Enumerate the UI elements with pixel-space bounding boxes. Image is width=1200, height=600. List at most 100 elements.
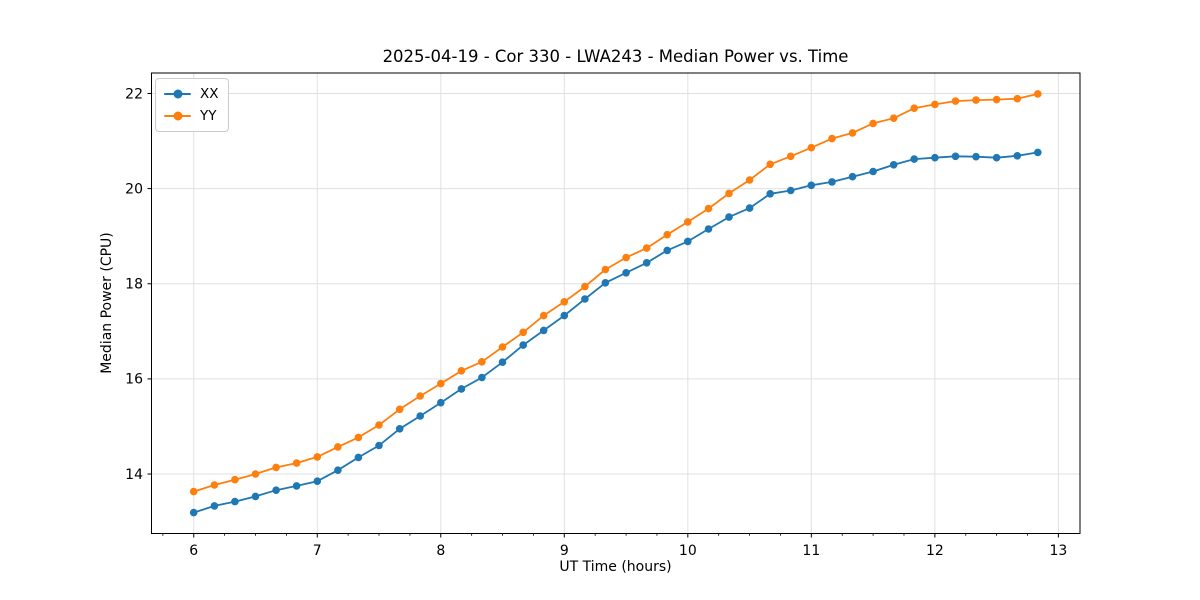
data-point-xx — [375, 441, 383, 450]
data-point-xx — [210, 502, 219, 510]
x-tick-label: 6 — [189, 543, 198, 559]
x-tick-label: 9 — [560, 543, 569, 559]
data-point-yy — [828, 134, 836, 143]
data-point-yy — [292, 459, 301, 467]
data-point-yy — [931, 100, 939, 109]
data-point-yy — [354, 433, 363, 442]
data-point-yy — [416, 392, 425, 400]
data-point-xx — [786, 186, 795, 195]
legend-marker-yy — [164, 111, 191, 121]
data-point-yy — [457, 367, 466, 375]
legend-label-xx: XX — [200, 86, 219, 102]
chart-title: 2025-04-19 - Cor 330 - LWA243 - Median P… — [382, 47, 849, 66]
data-point-xx — [354, 453, 363, 462]
data-point-xx — [457, 385, 466, 393]
y-tick-label: 22 — [125, 86, 143, 102]
data-point-xx — [601, 279, 610, 287]
data-point-xx — [292, 482, 301, 490]
data-point-yy — [581, 282, 589, 291]
data-point-xx — [231, 497, 239, 506]
data-point-yy — [334, 443, 342, 451]
data-point-yy — [910, 104, 918, 112]
data-point-yy — [437, 379, 445, 388]
plot-border — [151, 72, 1081, 534]
data-point-yy — [725, 189, 733, 198]
data-point-yy — [622, 253, 630, 262]
data-point-xx — [334, 466, 342, 475]
data-point-xx — [807, 181, 816, 190]
data-point-xx — [1034, 148, 1042, 157]
data-point-xx — [828, 178, 836, 186]
data-point-yy — [1013, 94, 1022, 103]
data-point-xx — [725, 213, 733, 221]
x-tick-label: 13 — [1049, 543, 1067, 559]
data-point-xx — [992, 153, 1001, 162]
data-point-yy — [889, 114, 898, 122]
data-point-xx — [704, 225, 713, 233]
data-point-yy — [848, 129, 857, 137]
data-point-yy — [601, 265, 610, 274]
data-point-yy — [642, 244, 651, 252]
legend: XX YY — [155, 78, 229, 132]
data-point-yy — [663, 230, 671, 239]
data-point-xx — [910, 155, 918, 163]
y-tick-label: 16 — [125, 372, 143, 388]
data-point-yy — [231, 475, 239, 484]
data-point-yy — [395, 405, 404, 414]
data-point-yy — [560, 298, 569, 306]
data-point-yy — [704, 204, 713, 213]
data-point-xx — [478, 373, 486, 382]
data-point-xx — [1013, 152, 1022, 160]
y-tick-label: 14 — [125, 467, 143, 483]
data-point-xx — [663, 246, 671, 255]
data-point-xx — [251, 492, 260, 501]
x-tick-label: 7 — [313, 543, 322, 559]
data-point-xx — [395, 425, 404, 433]
data-point-xx — [766, 190, 774, 198]
data-point-xx — [889, 161, 898, 169]
y-tick-label: 18 — [125, 277, 143, 293]
data-point-xx — [581, 295, 589, 303]
x-tick-label: 8 — [436, 543, 445, 559]
data-point-xx — [745, 204, 754, 212]
x-axis-label: UT Time (hours) — [559, 559, 672, 575]
data-point-xx — [622, 269, 630, 277]
data-point-yy — [539, 311, 548, 320]
data-point-yy — [807, 143, 816, 152]
data-point-xx — [684, 237, 692, 246]
data-point-yy — [1034, 90, 1042, 98]
data-point-yy — [210, 481, 219, 489]
data-point-xx — [539, 326, 548, 335]
data-point-yy — [684, 218, 692, 226]
data-point-yy — [519, 328, 527, 337]
data-point-yy — [478, 358, 486, 366]
legend-item-yy: YY — [164, 105, 219, 127]
x-tick-label: 10 — [679, 543, 697, 559]
data-point-xx — [437, 398, 445, 407]
data-point-yy — [869, 119, 877, 128]
data-point-xx — [519, 341, 527, 349]
data-point-yy — [189, 487, 198, 496]
data-point-xx — [848, 172, 857, 181]
data-point-xx — [642, 259, 651, 267]
data-point-xx — [931, 153, 939, 162]
data-point-xx — [189, 508, 198, 517]
legend-marker-xx — [164, 89, 191, 99]
data-point-yy — [272, 463, 280, 472]
data-point-yy — [786, 152, 795, 161]
series-line-yy — [193, 93, 1039, 493]
x-tick-label: 12 — [926, 543, 944, 559]
data-point-xx — [972, 152, 980, 161]
data-point-yy — [766, 160, 774, 169]
data-point-xx — [416, 412, 425, 420]
data-point-yy — [375, 421, 383, 429]
data-point-xx — [869, 167, 877, 176]
data-point-yy — [951, 97, 960, 105]
data-point-xx — [560, 311, 569, 320]
data-point-yy — [992, 95, 1001, 104]
data-point-xx — [313, 477, 322, 486]
data-point-yy — [313, 453, 322, 461]
data-point-yy — [251, 470, 260, 478]
